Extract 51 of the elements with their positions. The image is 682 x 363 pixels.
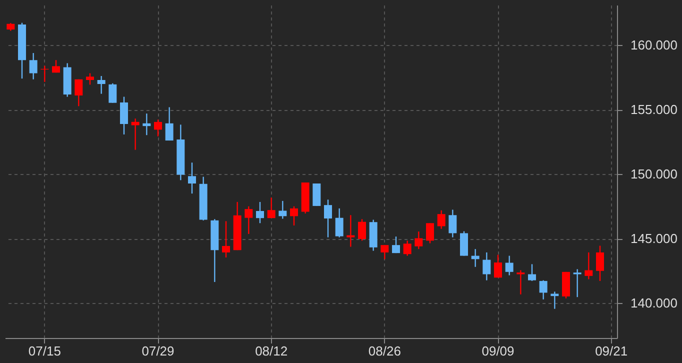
candlestick	[278, 200, 287, 220]
candlestick	[528, 264, 536, 282]
candlestick	[86, 72, 94, 86]
candlestick	[550, 291, 559, 310]
candlestick	[596, 245, 604, 282]
candlestick	[437, 210, 446, 230]
candlestick	[324, 199, 332, 238]
candlestick	[414, 230, 423, 250]
y-tick-label: 150.000	[630, 166, 678, 182]
candlestick	[482, 252, 491, 281]
candlestick	[188, 162, 196, 194]
candlestick	[335, 208, 344, 238]
y-tick-label: 155.000	[630, 102, 678, 118]
candlestick	[120, 96, 128, 136]
candlestick	[74, 78, 83, 107]
candlestick	[290, 206, 298, 226]
x-tick-label: 07/15	[28, 344, 61, 358]
candlestick	[392, 236, 400, 254]
candlestick	[471, 248, 480, 268]
candlestick	[448, 209, 457, 238]
candlestick	[346, 214, 355, 248]
candlestick	[267, 196, 276, 219]
candlestick	[97, 75, 106, 94]
x-tick-label: 08/26	[368, 344, 401, 358]
candlestick	[222, 220, 230, 258]
y-tick-label: 145.000	[630, 231, 678, 246]
candlestick	[52, 60, 60, 74]
x-tick-label: 09/09	[482, 344, 514, 358]
candlestick	[505, 255, 514, 276]
candlestick	[244, 206, 253, 235]
x-tick-label: 08/12	[255, 344, 288, 358]
candlestick	[539, 280, 548, 300]
candlestick	[142, 112, 151, 136]
candlestick	[584, 252, 593, 280]
x-tick-label: 07/29	[142, 344, 174, 358]
candlestick	[312, 182, 321, 207]
candlestick	[165, 106, 174, 142]
candlestick	[426, 222, 434, 244]
candlestick	[494, 254, 502, 278]
candlestick	[131, 118, 140, 150]
candlestick	[154, 119, 162, 137]
candlestick	[460, 230, 468, 256]
y-tick-label: 160.000	[630, 38, 678, 53]
candlestick	[256, 201, 264, 224]
candlestick	[403, 240, 412, 256]
x-tick-label: 09/21	[595, 344, 628, 358]
y-tick-label: 140.000	[630, 296, 678, 311]
candlestick	[358, 218, 366, 242]
candlestick	[29, 52, 38, 80]
candlestick	[380, 244, 389, 260]
candlestick	[108, 82, 117, 104]
